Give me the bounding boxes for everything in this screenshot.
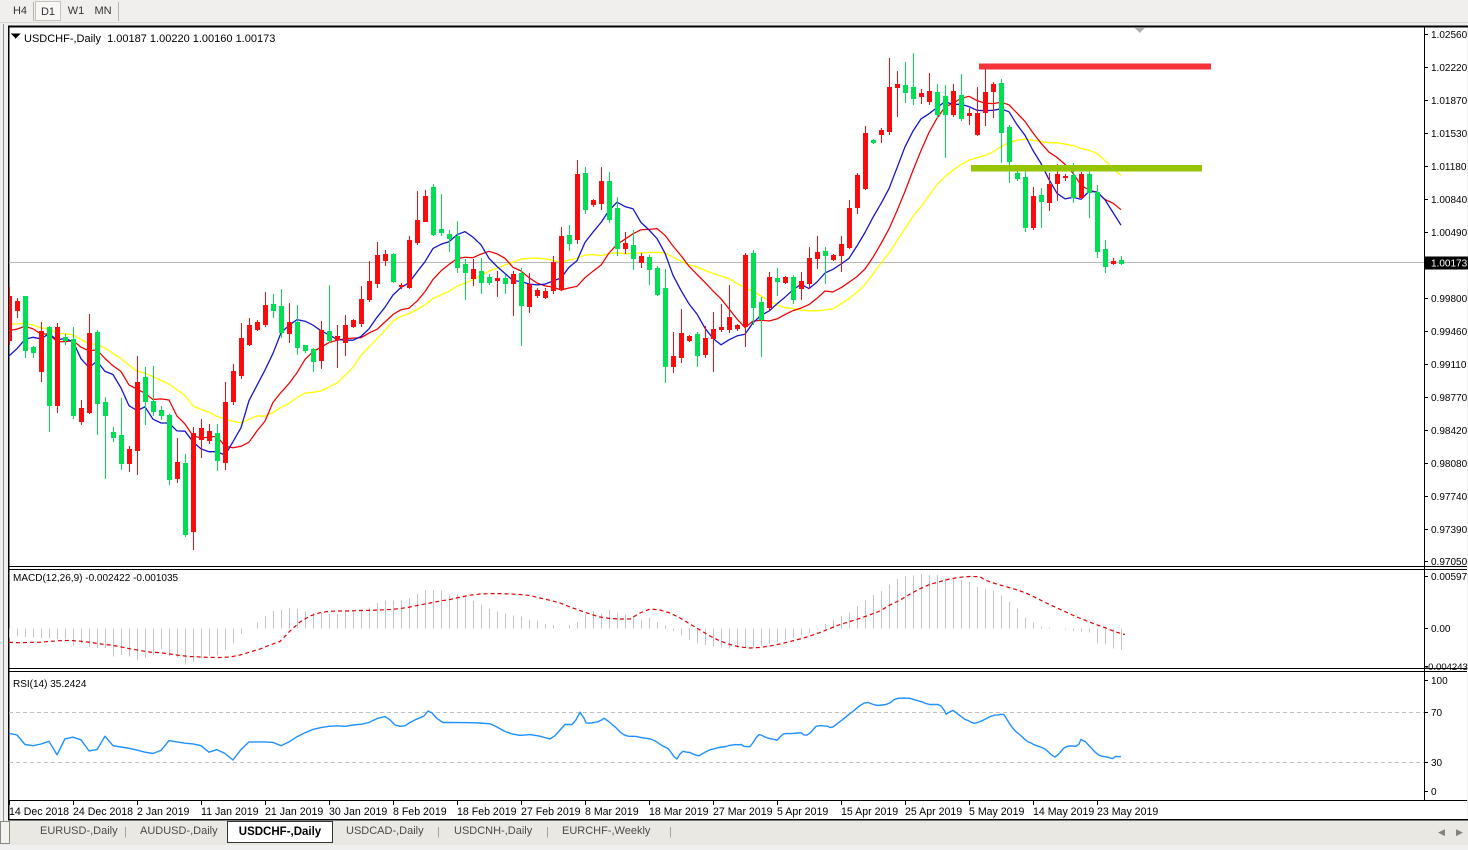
svg-text:21 Jan 2019: 21 Jan 2019 bbox=[265, 806, 323, 818]
svg-text:1.00490: 1.00490 bbox=[1431, 228, 1468, 239]
svg-text:18 Feb 2019: 18 Feb 2019 bbox=[457, 806, 517, 818]
svg-text:0.98770: 0.98770 bbox=[1431, 393, 1468, 404]
svg-text:0.00: 0.00 bbox=[1431, 624, 1451, 635]
svg-text:1.01530: 1.01530 bbox=[1431, 129, 1468, 140]
svg-text:0.99110: 0.99110 bbox=[1431, 360, 1467, 371]
svg-text:0.98080: 0.98080 bbox=[1431, 459, 1468, 470]
svg-text:1.02220: 1.02220 bbox=[1431, 63, 1468, 74]
svg-text:1.00173: 1.00173 bbox=[1431, 259, 1468, 270]
svg-text:23 May 2019: 23 May 2019 bbox=[1097, 806, 1158, 818]
svg-text:0.00597: 0.00597 bbox=[1431, 572, 1468, 583]
svg-text:27 Mar 2019: 27 Mar 2019 bbox=[713, 806, 773, 818]
svg-text:27 Feb 2019: 27 Feb 2019 bbox=[521, 806, 581, 818]
svg-text:1.02560: 1.02560 bbox=[1431, 30, 1468, 41]
svg-text:25 Apr 2019: 25 Apr 2019 bbox=[905, 806, 962, 818]
svg-text:0.97390: 0.97390 bbox=[1431, 525, 1468, 536]
svg-text:100: 100 bbox=[1431, 676, 1448, 687]
svg-text:11 Jan 2019: 11 Jan 2019 bbox=[201, 806, 259, 818]
svg-text:-0.004243: -0.004243 bbox=[1425, 662, 1468, 673]
svg-text:1.01870: 1.01870 bbox=[1431, 96, 1468, 107]
svg-text:18 Mar 2019: 18 Mar 2019 bbox=[649, 806, 709, 818]
svg-text:0.98420: 0.98420 bbox=[1431, 426, 1468, 437]
svg-text:15 Apr 2019: 15 Apr 2019 bbox=[841, 806, 898, 818]
svg-text:14 Dec 2018: 14 Dec 2018 bbox=[9, 806, 69, 818]
svg-text:5 Apr 2019: 5 Apr 2019 bbox=[777, 806, 828, 818]
svg-text:2 Jan 2019: 2 Jan 2019 bbox=[137, 806, 190, 818]
svg-text:0.97050: 0.97050 bbox=[1431, 557, 1468, 568]
svg-text:0: 0 bbox=[1431, 787, 1437, 798]
svg-text:24 Dec 2018: 24 Dec 2018 bbox=[73, 806, 133, 818]
svg-text:0.99460: 0.99460 bbox=[1431, 327, 1468, 338]
svg-text:0.99800: 0.99800 bbox=[1431, 294, 1468, 305]
svg-text:8 Mar 2019: 8 Mar 2019 bbox=[585, 806, 639, 818]
svg-text:30: 30 bbox=[1431, 758, 1443, 769]
svg-text:1.01180: 1.01180 bbox=[1431, 162, 1467, 173]
svg-text:0.97740: 0.97740 bbox=[1431, 492, 1468, 503]
svg-text:30 Jan 2019: 30 Jan 2019 bbox=[329, 806, 387, 818]
svg-text:8 Feb 2019: 8 Feb 2019 bbox=[393, 806, 447, 818]
svg-text:USDCHF-,Daily 1.00187 1.00220: USDCHF-,Daily 1.00187 1.00220 1.00160 1.… bbox=[24, 33, 275, 45]
svg-text:1.00840: 1.00840 bbox=[1431, 195, 1468, 206]
svg-text:MACD(12,26,9) -0.002422 -0.001: MACD(12,26,9) -0.002422 -0.001035 bbox=[13, 573, 179, 584]
svg-text:14 May 2019: 14 May 2019 bbox=[1033, 806, 1094, 818]
svg-text:70: 70 bbox=[1431, 708, 1443, 719]
svg-text:5 May 2019: 5 May 2019 bbox=[969, 806, 1024, 818]
svg-text:RSI(14) 35.2424: RSI(14) 35.2424 bbox=[13, 679, 87, 690]
